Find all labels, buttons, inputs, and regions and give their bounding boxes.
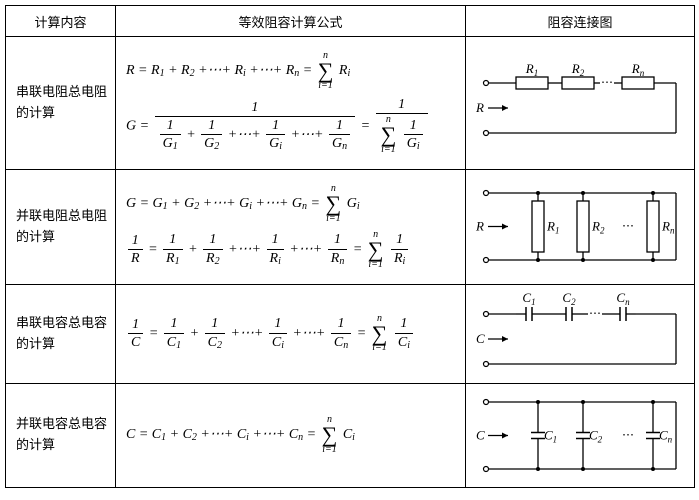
formula-cell: 1C = 1C1 + 1C2 +⋯+ 1Ci +⋯+ 1Cn = n∑i=1 1… [116, 284, 466, 383]
svg-text:R1: R1 [546, 219, 559, 236]
svg-text:C2: C2 [562, 290, 576, 307]
formula-cell: G = G1 + G2 +⋯+ Gi +⋯+ Gn = n∑i=1 Gi1R =… [116, 169, 466, 284]
table-row: 串联电阻总电阻 的计算 R = R1 + R2 +⋯+ Ri +⋯+ Rn = … [6, 37, 695, 170]
diagram-cell: C1 C2 ⋯ Cn C [466, 284, 695, 383]
svg-text:R: R [475, 219, 484, 234]
formula-cell: C = C1 + C2 +⋯+ Ci +⋯+ Cn = n∑i=1 Ci [116, 383, 466, 487]
row-label-line1: 串联电容总电容 [16, 315, 107, 330]
row-label-line2: 的计算 [16, 336, 55, 351]
table-row: 并联电容总电容 的计算 C = C1 + C2 +⋯+ Ci +⋯+ Cn = … [6, 383, 695, 487]
row-label-line2: 的计算 [16, 229, 55, 244]
svg-text:⋯: ⋯ [622, 219, 634, 233]
svg-text:C1: C1 [522, 290, 535, 307]
svg-text:C: C [476, 331, 485, 346]
row-label: 串联电容总电容 的计算 [6, 284, 116, 383]
svg-text:Rn: Rn [631, 61, 645, 78]
formula-table: 计算内容 等效阻容计算公式 阻容连接图 串联电阻总电阻 的计算 R = R1 +… [5, 5, 695, 488]
svg-text:C: C [476, 427, 485, 442]
svg-text:Cn: Cn [659, 427, 673, 444]
svg-text:R: R [475, 100, 484, 115]
row-label-line1: 并联电阻总电阻 [16, 208, 107, 223]
header-col3: 阻容连接图 [466, 6, 695, 37]
svg-text:R2: R2 [591, 219, 605, 236]
row-label-line2: 的计算 [16, 437, 55, 452]
row-label: 并联电阻总电阻 的计算 [6, 169, 116, 284]
svg-text:R1: R1 [525, 61, 538, 78]
svg-text:Rn: Rn [661, 219, 675, 236]
row-label: 串联电阻总电阻 的计算 [6, 37, 116, 170]
svg-text:⋯: ⋯ [589, 306, 601, 320]
table-row: 串联电容总电容 的计算 1C = 1C1 + 1C2 +⋯+ 1Ci +⋯+ 1… [6, 284, 695, 383]
formula-cell: R = R1 + R2 +⋯+ Ri +⋯+ Rn = n∑i=1 RiG = … [116, 37, 466, 170]
row-label-line1: 并联电容总电容 [16, 416, 107, 431]
diagram-cell: R1 R2 ⋯ Rn R [466, 37, 695, 170]
svg-text:Cn: Cn [616, 290, 630, 307]
diagram-cell: C1 C2 ⋯ Cn C [466, 383, 695, 487]
svg-text:R2: R2 [571, 61, 585, 78]
svg-text:⋯: ⋯ [622, 427, 634, 441]
row-label-line2: 的计算 [16, 105, 55, 120]
header-col2: 等效阻容计算公式 [116, 6, 466, 37]
svg-text:⋯: ⋯ [601, 75, 613, 89]
header-col1: 计算内容 [6, 6, 116, 37]
svg-text:C1: C1 [544, 427, 557, 444]
header-row: 计算内容 等效阻容计算公式 阻容连接图 [6, 6, 695, 37]
diagram-cell: R1 R2 ⋯ Rn R [466, 169, 695, 284]
table-row: 并联电阻总电阻 的计算 G = G1 + G2 +⋯+ Gi +⋯+ Gn = … [6, 169, 695, 284]
row-label-line1: 串联电阻总电阻 [16, 84, 107, 99]
svg-text:C2: C2 [589, 427, 603, 444]
row-label: 并联电容总电容 的计算 [6, 383, 116, 487]
